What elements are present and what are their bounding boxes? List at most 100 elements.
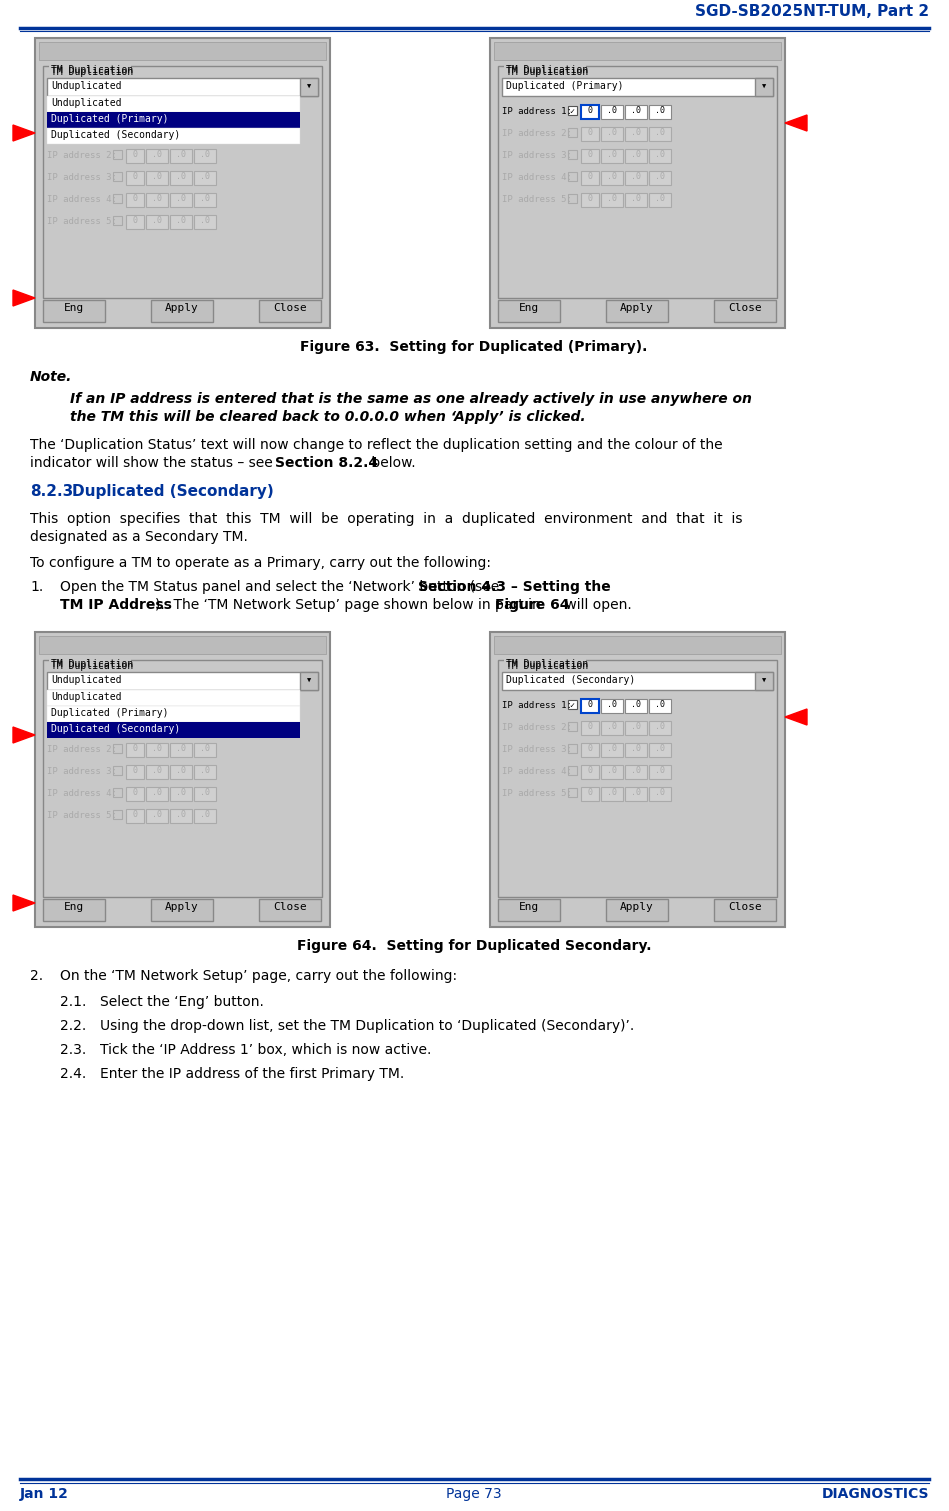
Bar [300, 79, 318, 97]
Bar [649, 787, 671, 801]
Text: IP address 4:: IP address 4: [502, 768, 572, 777]
Bar [35, 632, 330, 928]
Text: Tick the ‘IP Address 1’ box, which is now active.: Tick the ‘IP Address 1’ box, which is no… [100, 1043, 432, 1058]
Bar [146, 808, 168, 823]
Text: will open.: will open. [561, 598, 632, 612]
Bar [581, 104, 599, 119]
Text: .0: .0 [152, 172, 162, 181]
Text: .0: .0 [176, 810, 186, 819]
Text: Duplicated (Secondary): Duplicated (Secondary) [506, 675, 635, 684]
Text: IP address 5:: IP address 5: [502, 195, 572, 204]
Bar [498, 660, 777, 898]
Text: .0: .0 [176, 150, 186, 159]
Text: 2.2.: 2.2. [60, 1018, 86, 1034]
Text: .0: .0 [607, 743, 617, 752]
Text: IP address 5:: IP address 5: [47, 811, 117, 820]
Text: .0: .0 [655, 193, 665, 202]
Bar [39, 636, 326, 654]
Text: IP address 1:: IP address 1: [502, 701, 572, 710]
Text: .0: .0 [200, 743, 210, 752]
Bar [625, 787, 647, 801]
Text: TM IP Address: TM IP Address [60, 598, 172, 612]
Text: .0: .0 [607, 172, 617, 181]
Bar [581, 171, 599, 184]
Text: 0: 0 [587, 172, 592, 181]
Bar [47, 691, 300, 706]
Text: .0: .0 [607, 789, 617, 796]
Polygon shape [785, 115, 807, 131]
Text: TM Duplication: TM Duplication [506, 66, 588, 77]
Bar [194, 193, 216, 207]
Text: Apply: Apply [620, 304, 654, 313]
Polygon shape [13, 727, 35, 743]
Bar [581, 700, 599, 713]
Text: Open the TM Status panel and select the ‘Network’ button (see: Open the TM Status panel and select the … [60, 580, 504, 594]
Bar [170, 743, 192, 757]
Bar [625, 721, 647, 734]
Text: .0: .0 [607, 128, 617, 138]
Text: TM Duplication: TM Duplication [506, 659, 588, 669]
Text: .0: .0 [655, 106, 665, 115]
Bar [714, 899, 776, 922]
Bar [601, 150, 623, 163]
Bar [490, 38, 785, 328]
Text: On the ‘TM Network Setup’ page, carry out the following:: On the ‘TM Network Setup’ page, carry ou… [60, 969, 457, 984]
Text: This  option  specifies  that  this  TM  will  be  operating  in  a  duplicated : This option specifies that this TM will … [30, 512, 742, 526]
Text: IP address 2:: IP address 2: [47, 151, 117, 160]
Text: Figure 63.  Setting for Duplicated (Primary).: Figure 63. Setting for Duplicated (Prima… [300, 340, 647, 354]
Text: .0: .0 [176, 766, 186, 775]
Text: DIAGNOSTICS: DIAGNOSTICS [822, 1487, 929, 1500]
Bar [146, 193, 168, 207]
Text: IP address 5:: IP address 5: [47, 218, 117, 227]
Text: SGD-SB2025NT-TUM, Part 2: SGD-SB2025NT-TUM, Part 2 [695, 5, 929, 20]
Bar [126, 215, 144, 230]
Text: 8.2.3: 8.2.3 [30, 484, 73, 499]
Text: .0: .0 [176, 193, 186, 202]
Bar [49, 659, 131, 669]
Bar [194, 787, 216, 801]
Text: Jan 12: Jan 12 [20, 1487, 69, 1500]
Text: Close: Close [728, 902, 762, 913]
Bar [568, 766, 577, 775]
Bar [170, 150, 192, 163]
Text: Section 4.3 – Setting the: Section 4.3 – Setting the [418, 580, 611, 594]
Text: .0: .0 [152, 743, 162, 752]
Text: 2.: 2. [30, 969, 43, 984]
Bar [170, 808, 192, 823]
Text: .0: .0 [655, 743, 665, 752]
Bar [581, 193, 599, 207]
Text: Figure 64: Figure 64 [495, 598, 569, 612]
Text: Unduplicated: Unduplicated [51, 692, 121, 703]
Text: The ‘Duplication Status’ text will now change to reflect the duplication setting: The ‘Duplication Status’ text will now c… [30, 438, 722, 452]
Bar [601, 743, 623, 757]
Bar [126, 193, 144, 207]
Bar [39, 42, 326, 60]
Text: Page 73: Page 73 [446, 1487, 502, 1500]
Bar [649, 743, 671, 757]
Bar [170, 193, 192, 207]
Bar [113, 150, 122, 159]
Text: Enter the IP address of the first Primary TM.: Enter the IP address of the first Primar… [100, 1067, 404, 1080]
Bar [649, 193, 671, 207]
Bar [43, 660, 322, 898]
Text: Duplicated (Secondary): Duplicated (Secondary) [51, 724, 180, 734]
Text: Apply: Apply [165, 902, 199, 913]
Bar [625, 171, 647, 184]
Bar [113, 789, 122, 796]
Bar [47, 97, 300, 112]
Bar [606, 301, 668, 322]
Text: IP address 5:: IP address 5: [502, 789, 572, 798]
Bar [126, 150, 144, 163]
Text: .0: .0 [631, 193, 641, 202]
Text: Duplicated (Secondary): Duplicated (Secondary) [72, 484, 273, 499]
Text: .0: .0 [655, 789, 665, 796]
Text: .0: .0 [200, 216, 210, 225]
Bar [43, 66, 322, 298]
Bar [146, 765, 168, 780]
Text: below.: below. [367, 456, 416, 470]
Text: .0: .0 [200, 766, 210, 775]
Bar [194, 215, 216, 230]
Text: .0: .0 [200, 150, 210, 159]
Bar [649, 150, 671, 163]
Bar [194, 765, 216, 780]
